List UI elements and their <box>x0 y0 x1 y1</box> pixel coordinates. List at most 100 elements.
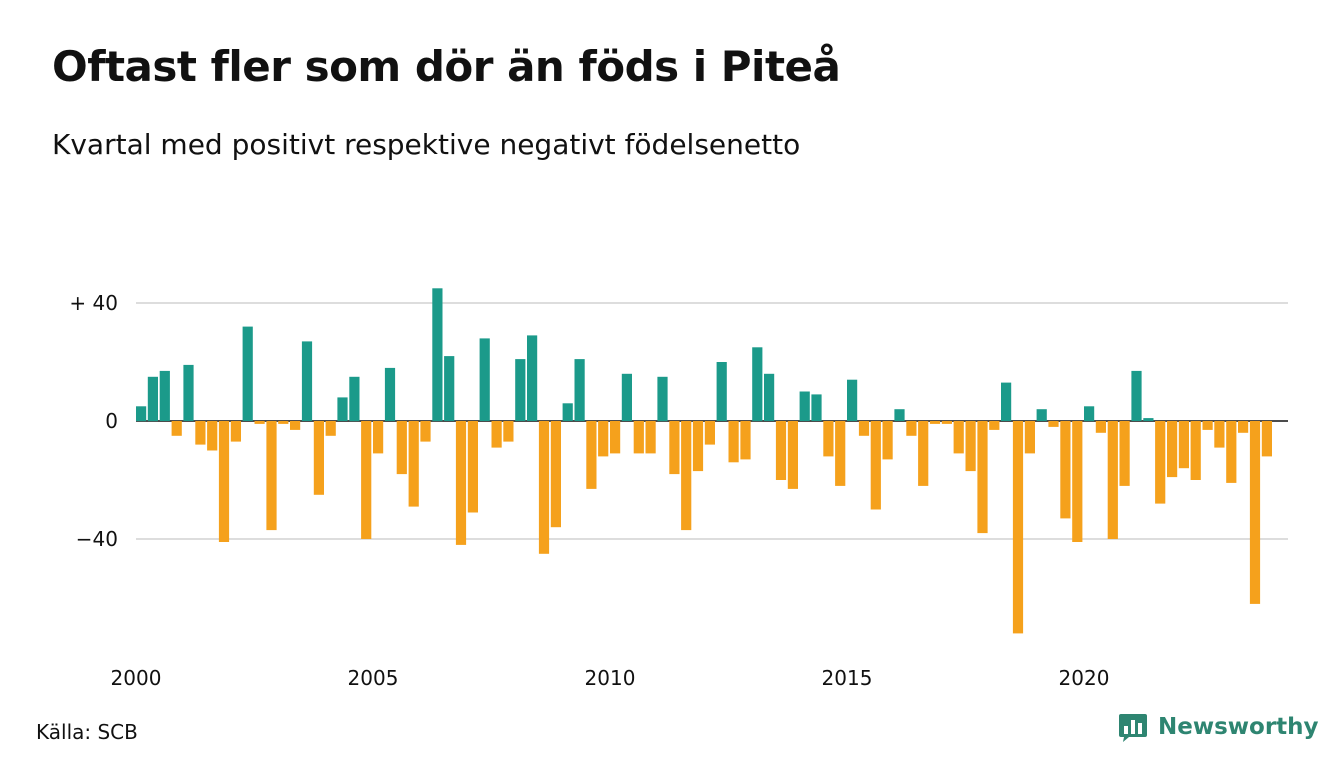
bar <box>657 376 668 422</box>
bar <box>420 421 431 442</box>
bar <box>681 421 692 531</box>
bar <box>835 421 846 486</box>
bar-chart: + 40 0 −40 2000 2005 2010 2015 2020 <box>69 288 1288 690</box>
bar <box>278 421 289 424</box>
bar <box>847 379 858 421</box>
bar <box>384 367 396 421</box>
bar <box>1249 421 1261 604</box>
bar <box>183 364 194 421</box>
bar <box>764 373 775 421</box>
brand-logo: Newsworthy <box>1118 712 1319 742</box>
bar <box>1178 421 1189 469</box>
bar <box>633 421 644 454</box>
bar <box>598 421 609 457</box>
bar <box>1072 421 1083 542</box>
bar <box>1226 421 1237 483</box>
bar <box>1155 421 1166 504</box>
bar <box>230 421 241 442</box>
chart-title: Oftast fler som dör än föds i Piteå <box>52 42 841 91</box>
bar <box>1190 421 1201 480</box>
bar <box>491 421 502 448</box>
bar <box>870 421 881 510</box>
bar <box>989 421 1000 430</box>
bar <box>396 421 407 475</box>
bar <box>503 421 514 442</box>
y-tick-label: −40 <box>76 527 118 551</box>
bar <box>1143 418 1154 421</box>
bar <box>621 373 632 421</box>
bar <box>218 421 230 542</box>
bar <box>1012 421 1024 634</box>
bar <box>527 335 538 421</box>
bar <box>207 421 218 451</box>
bar <box>823 421 834 457</box>
bar <box>740 421 751 460</box>
bar <box>361 421 372 539</box>
bar <box>977 421 988 534</box>
bar <box>479 338 490 421</box>
bar <box>692 421 704 472</box>
bar <box>1107 421 1118 539</box>
bar <box>432 288 443 422</box>
bar <box>515 359 526 421</box>
bar <box>301 341 313 421</box>
bar <box>941 421 952 424</box>
bar <box>586 421 597 489</box>
axis-labels: + 40 0 −40 2000 2005 2010 2015 2020 <box>69 291 1109 690</box>
bar <box>455 421 467 545</box>
bar <box>965 421 976 472</box>
bar <box>349 376 360 422</box>
bar <box>858 421 870 436</box>
bar <box>1001 382 1012 421</box>
bar <box>728 421 739 463</box>
bar <box>1095 421 1106 433</box>
bar <box>147 376 158 422</box>
bar <box>290 421 301 430</box>
bar <box>1024 421 1035 454</box>
bar-chart-speech-bubble-icon <box>1119 714 1147 742</box>
bar <box>669 421 680 475</box>
bar <box>1084 406 1095 422</box>
bar <box>550 421 561 528</box>
bar <box>906 421 917 436</box>
bar <box>266 421 277 531</box>
source-note: Källa: SCB <box>36 720 138 744</box>
chart-subtitle: Kvartal med positivt respektive negativt… <box>52 128 801 161</box>
y-tick-label: 0 <box>105 409 118 433</box>
bar <box>337 397 348 421</box>
bar <box>775 421 787 480</box>
x-tick-label: 2005 <box>348 666 399 690</box>
bar <box>254 421 265 424</box>
bar <box>159 370 170 421</box>
y-tick-label: + 40 <box>69 291 118 315</box>
bar <box>799 391 810 421</box>
bar <box>444 356 455 421</box>
bar <box>373 421 384 454</box>
bar <box>1202 421 1213 430</box>
bar <box>562 403 573 421</box>
bar <box>787 421 798 489</box>
bar <box>1214 421 1225 448</box>
bar <box>538 421 550 554</box>
bar <box>313 421 324 495</box>
bar <box>1119 421 1130 486</box>
bar <box>918 421 929 486</box>
bar-series <box>136 288 1272 634</box>
bar <box>136 406 147 422</box>
bar <box>1060 421 1071 519</box>
bar <box>242 326 253 421</box>
bar <box>1261 421 1272 457</box>
x-tick-label: 2015 <box>822 666 873 690</box>
x-tick-label: 2020 <box>1059 666 1110 690</box>
x-tick-label: 2010 <box>585 666 636 690</box>
bar <box>704 421 715 445</box>
bar <box>195 421 206 445</box>
bar <box>716 362 727 421</box>
bar <box>171 421 182 436</box>
brand-name: Newsworthy <box>1158 714 1319 740</box>
bar <box>645 421 656 454</box>
bar <box>1238 421 1249 433</box>
bar <box>811 394 822 421</box>
bar <box>610 421 621 454</box>
bar <box>1048 421 1059 427</box>
